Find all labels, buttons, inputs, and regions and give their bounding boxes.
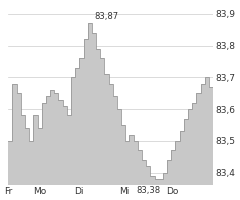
Text: 83,87: 83,87	[94, 12, 118, 21]
Text: 83,38: 83,38	[136, 186, 160, 195]
